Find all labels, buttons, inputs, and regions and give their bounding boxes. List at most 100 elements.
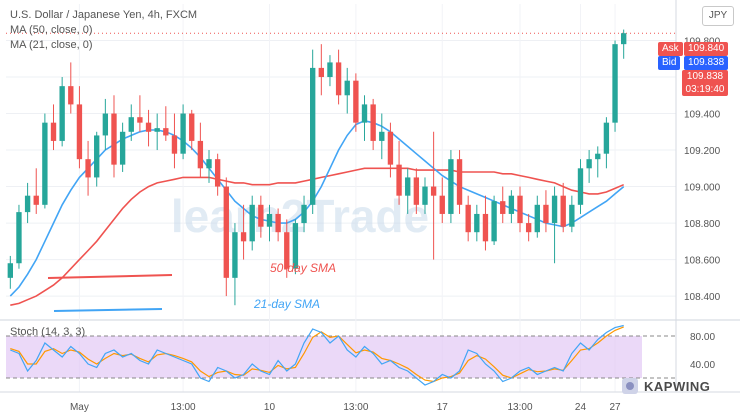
candle-up: [551, 195, 558, 224]
candle-up: [534, 204, 540, 233]
last-price: 109.838: [686, 71, 724, 82]
candle-down: [197, 140, 204, 169]
candle-up: [24, 195, 31, 213]
price-tick-label: 109.400: [684, 110, 721, 121]
candle-up: [102, 113, 109, 136]
candle-up: [42, 122, 48, 205]
candle-up: [154, 128, 160, 132]
candle-up: [59, 86, 65, 141]
candle-up: [577, 168, 584, 205]
candle-up: [232, 232, 238, 278]
candle-down: [465, 204, 471, 233]
candle-up: [595, 153, 601, 160]
candle-up: [474, 213, 480, 233]
candle-down: [353, 80, 359, 123]
ma50-legend[interactable]: MA (50, close, 0): [10, 24, 93, 36]
candle-up: [310, 67, 316, 205]
candle-down: [335, 62, 342, 96]
ma21-legend[interactable]: MA (21, close, 0): [10, 39, 93, 51]
candle-down: [318, 67, 324, 78]
candles: [7, 29, 627, 306]
candle-up: [405, 177, 411, 196]
candle-down: [396, 164, 402, 196]
ask-price: 109.840: [684, 42, 729, 56]
price-tick-label: 108.800: [684, 219, 721, 230]
ma50-annotation-line: [47, 274, 173, 279]
candle-down: [50, 122, 57, 141]
currency-badge[interactable]: JPY: [702, 6, 734, 26]
time-tick-label: 13:00: [507, 402, 532, 413]
ma50-annotation-label: 50-day SMA: [270, 261, 336, 275]
stoch-tick-label: 40.00: [690, 360, 715, 371]
candle-up: [422, 186, 428, 205]
candle-up: [327, 62, 333, 78]
ma50-line: [10, 167, 625, 306]
candle-down: [560, 195, 566, 227]
price-tick-label: 108.400: [684, 292, 721, 303]
candle-down: [111, 113, 117, 165]
candle-down: [500, 201, 506, 214]
candle-up: [569, 204, 575, 227]
candle-up: [7, 263, 13, 278]
candle-down: [370, 104, 376, 141]
candle-down: [240, 232, 247, 242]
candle-down: [387, 131, 394, 165]
annotations: 50-day SMA 21-day SMA: [47, 261, 336, 312]
candle-down: [137, 117, 143, 123]
time-tick-label: May: [70, 402, 89, 413]
time-tick-label: 17: [437, 402, 449, 413]
time-tick-label: 10: [264, 402, 276, 413]
price-grid: learn2Trade: [0, 4, 740, 392]
candle-up: [301, 204, 307, 224]
candle-down: [413, 177, 420, 205]
candle-up: [249, 204, 255, 242]
candle-down: [258, 204, 264, 227]
stoch-legend[interactable]: Stoch (14, 3, 3): [10, 326, 86, 338]
kapwing-watermark: KAPWING: [622, 378, 710, 394]
stoch-d-line: [10, 326, 624, 383]
candle-up: [266, 213, 273, 227]
candle-up: [612, 44, 618, 123]
candle-down: [525, 223, 532, 233]
candle-down: [223, 186, 229, 278]
candle-up: [448, 159, 454, 214]
stoch-tick-label: 80.00: [690, 332, 715, 343]
candle-up: [491, 201, 497, 242]
candle-up: [344, 80, 350, 96]
bar-countdown: 03:19:40: [685, 84, 725, 95]
candle-up: [16, 212, 22, 264]
time-tick-label: 27: [609, 402, 621, 413]
candle-up: [361, 104, 368, 123]
candle-down: [189, 113, 195, 141]
ma21-annotation-line: [53, 308, 163, 312]
candle-up: [621, 33, 627, 45]
candle-up: [206, 159, 212, 169]
time-tick-label: 24: [575, 402, 587, 413]
candle-up: [379, 131, 385, 141]
kapwing-icon: [622, 378, 638, 394]
candle-up: [180, 113, 186, 154]
candle-down: [76, 104, 83, 160]
candle-down: [456, 159, 463, 205]
legend: U.S. Dollar / Japanese Yen, 4h, FXCM MA …: [10, 8, 197, 53]
candle-down: [171, 135, 178, 154]
stoch-band: [6, 336, 642, 378]
candle-down: [33, 195, 39, 205]
stoch-pane: [6, 324, 676, 386]
candle-down: [430, 186, 437, 196]
symbol-label[interactable]: U.S. Dollar / Japanese Yen, 4h, FXCM: [10, 9, 198, 21]
candle-down: [275, 213, 281, 233]
stoch-k-line: [10, 324, 624, 386]
candle-up: [508, 195, 515, 214]
candle-down: [163, 128, 169, 136]
price-tick-label: 109.000: [684, 183, 721, 194]
ask-label: Ask: [658, 42, 683, 56]
candle-down: [439, 195, 445, 214]
candle-up: [128, 117, 134, 132]
candle-up: [119, 131, 126, 165]
candle-up: [94, 135, 100, 178]
candle-down: [482, 213, 489, 242]
last-price-box: 109.838 03:19:40: [682, 70, 728, 96]
bid-label: Bid: [658, 56, 681, 70]
